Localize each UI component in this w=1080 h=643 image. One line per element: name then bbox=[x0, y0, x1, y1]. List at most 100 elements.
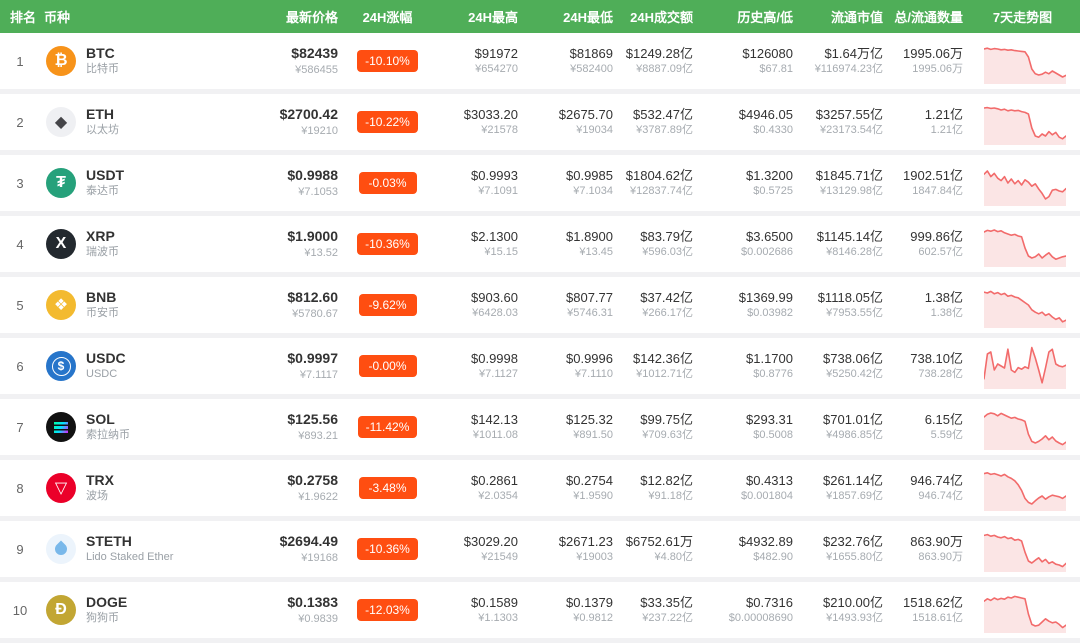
high-cny: ¥6428.03 bbox=[472, 307, 518, 320]
low-cny: ¥891.50 bbox=[573, 429, 613, 442]
table-row[interactable]: 2 ◆ ETH 以太坊 $2700.42 ¥19210 -10.22% $303… bbox=[0, 94, 1080, 150]
supply-cell: 999.86亿 602.57亿 bbox=[885, 228, 965, 260]
market-cap-cny: ¥7953.55亿 bbox=[826, 307, 883, 320]
price-usd: $0.1383 bbox=[287, 594, 338, 611]
supply-cell: 946.74亿 946.74亿 bbox=[885, 472, 965, 504]
coin-cell[interactable]: STETH Lido Staked Ether bbox=[40, 533, 200, 564]
col-header-low[interactable]: 24H最低 bbox=[563, 10, 613, 25]
volume-usd: $1249.28亿 bbox=[625, 45, 693, 61]
col-header-volume[interactable]: 24H成交额 bbox=[630, 10, 693, 25]
high-cny: ¥2.0354 bbox=[478, 490, 518, 503]
col-header-ath-atl[interactable]: 历史高/低 bbox=[737, 10, 793, 25]
sparkline-7d-chart bbox=[965, 465, 1080, 511]
market-cap-cell: $1.64万亿 ¥116974.23亿 bbox=[795, 45, 885, 77]
col-header-coin[interactable]: 币种 bbox=[44, 10, 71, 25]
sparkline-7d-chart bbox=[965, 160, 1080, 206]
supply-circulating: 1518.61亿 bbox=[912, 612, 963, 625]
coin-cell[interactable]: ₿ BTC 比特币 bbox=[40, 45, 200, 76]
price-cell: $82439 ¥586455 bbox=[200, 44, 340, 78]
volume-usd: $1804.62亿 bbox=[625, 167, 693, 183]
col-header-rank[interactable]: 排名 bbox=[10, 10, 37, 25]
supply-cell: 1.21亿 1.21亿 bbox=[885, 106, 965, 138]
price-cell: $1.9000 ¥13.52 bbox=[200, 227, 340, 261]
coin-cell[interactable]: ₮ USDT 泰达币 bbox=[40, 167, 200, 198]
low-cny: ¥582400 bbox=[570, 63, 613, 76]
price-usd: $125.56 bbox=[287, 411, 338, 428]
table-row[interactable]: 8 ▽ TRX 波场 $0.2758 ¥1.9622 -3.48% $0.286… bbox=[0, 460, 1080, 516]
price-usd: $1.9000 bbox=[287, 228, 338, 245]
coin-cell[interactable]: SOL 索拉纳币 bbox=[40, 411, 200, 442]
coin-name: Lido Staked Ether bbox=[86, 550, 174, 563]
coin-cell[interactable]: ◆ ETH 以太坊 bbox=[40, 106, 200, 137]
change-badge: -10.36% bbox=[357, 538, 418, 560]
change-badge: -0.00% bbox=[358, 355, 417, 377]
all-time-high: $293.31 bbox=[746, 411, 793, 427]
ath-atl-cell: $4932.89 $482.90 bbox=[695, 533, 795, 565]
high-usd: $0.9998 bbox=[471, 350, 518, 366]
price-cell: $2694.49 ¥19168 bbox=[200, 532, 340, 566]
supply-circulating: 1847.84亿 bbox=[912, 185, 963, 198]
change-badge: -12.03% bbox=[357, 599, 418, 621]
rank-label: 10 bbox=[12, 602, 28, 618]
col-header-price[interactable]: 最新价格 bbox=[285, 10, 338, 25]
coin-symbol: ETH bbox=[86, 106, 114, 123]
sparkline-7d-chart bbox=[965, 526, 1080, 572]
col-header-change[interactable]: 24H涨幅 bbox=[362, 10, 413, 25]
coin-cell[interactable]: ❖ BNB 币安币 bbox=[40, 289, 200, 320]
bnb-icon: ❖ bbox=[46, 290, 76, 320]
high-cny: ¥7.1091 bbox=[478, 185, 518, 198]
coin-cell[interactable]: $ USDC USDC bbox=[40, 350, 200, 381]
supply-circulating: 1.38亿 bbox=[930, 307, 963, 320]
low-usd: $1.8900 bbox=[566, 228, 613, 244]
col-header-7d-chart[interactable]: 7天走势图 bbox=[992, 10, 1053, 25]
table-row[interactable]: 1 ₿ BTC 比特币 $82439 ¥586455 -10.10% $9197… bbox=[0, 33, 1080, 89]
supply-total: 999.86亿 bbox=[910, 228, 963, 244]
low-usd: $0.9985 bbox=[566, 167, 613, 183]
low-24h-cell: $1.8900 ¥13.45 bbox=[520, 228, 615, 260]
coin-name: 狗狗币 bbox=[86, 611, 119, 624]
market-cap-cny: ¥1857.69亿 bbox=[826, 490, 883, 503]
price-cell: $0.1383 ¥0.9839 bbox=[200, 593, 340, 627]
table-row[interactable]: 10 Ð DOGE 狗狗币 $0.1383 ¥0.9839 -12.03% $0… bbox=[0, 582, 1080, 638]
table-row[interactable]: 6 $ USDC USDC $0.9997 ¥7.1117 -0.00% $0.… bbox=[0, 338, 1080, 394]
rank-label: 3 bbox=[16, 175, 24, 191]
col-header-supply[interactable]: 总/流通数量 bbox=[894, 10, 963, 25]
high-24h-cell: $0.1589 ¥1.1303 bbox=[435, 594, 520, 626]
volume-cny: ¥266.17亿 bbox=[642, 307, 693, 320]
table-row[interactable]: 7 SOL 索拉纳币 $125.56 ¥893.21 -11.42% $142.… bbox=[0, 399, 1080, 455]
market-cap-cell: $261.14亿 ¥1857.69亿 bbox=[795, 472, 885, 504]
high-24h-cell: $2.1300 ¥15.15 bbox=[435, 228, 520, 260]
low-cny: ¥0.9812 bbox=[573, 612, 613, 625]
supply-circulating: 1.21亿 bbox=[930, 124, 963, 137]
high-cny: ¥1011.08 bbox=[472, 429, 518, 442]
price-cny: ¥0.9839 bbox=[298, 613, 338, 626]
low-24h-cell: $125.32 ¥891.50 bbox=[520, 411, 615, 443]
low-24h-cell: $0.2754 ¥1.9590 bbox=[520, 472, 615, 504]
change-cell: -12.03% bbox=[340, 599, 435, 621]
all-time-high: $4946.05 bbox=[738, 106, 793, 122]
table-row[interactable]: 9 STETH Lido Staked Ether $2694.49 ¥1916… bbox=[0, 521, 1080, 577]
col-header-market-cap[interactable]: 流通市值 bbox=[830, 10, 883, 25]
market-cap-cny: ¥5250.42亿 bbox=[826, 368, 883, 381]
col-header-high[interactable]: 24H最高 bbox=[468, 10, 518, 25]
supply-total: 6.15亿 bbox=[924, 411, 963, 427]
volume-usd: $37.42亿 bbox=[640, 289, 693, 305]
low-24h-cell: $0.1379 ¥0.9812 bbox=[520, 594, 615, 626]
market-cap-cell: $210.00亿 ¥1493.93亿 bbox=[795, 594, 885, 626]
sparkline-7d-chart bbox=[965, 282, 1080, 328]
table-row[interactable]: 3 ₮ USDT 泰达币 $0.9988 ¥7.1053 -0.03% $0.9… bbox=[0, 155, 1080, 211]
coin-name: 泰达币 bbox=[86, 184, 119, 197]
table-row[interactable]: 4 X XRP 瑞波币 $1.9000 ¥13.52 -10.36% $2.13… bbox=[0, 216, 1080, 272]
coin-cell[interactable]: X XRP 瑞波币 bbox=[40, 228, 200, 259]
supply-circulating: 946.74亿 bbox=[918, 490, 963, 503]
volume-cny: ¥4.80亿 bbox=[654, 551, 693, 564]
sparkline-7d-chart bbox=[965, 221, 1080, 267]
coin-cell[interactable]: Ð DOGE 狗狗币 bbox=[40, 594, 200, 625]
low-cny: ¥13.45 bbox=[579, 246, 613, 259]
market-cap-usd: $3257.55亿 bbox=[815, 106, 883, 122]
coin-symbol: USDT bbox=[86, 167, 125, 184]
table-row[interactable]: 5 ❖ BNB 币安币 $812.60 ¥5780.67 -9.62% $903… bbox=[0, 277, 1080, 333]
tron-icon: ▽ bbox=[46, 473, 76, 503]
coin-cell[interactable]: ▽ TRX 波场 bbox=[40, 472, 200, 503]
change-cell: -10.36% bbox=[340, 233, 435, 255]
